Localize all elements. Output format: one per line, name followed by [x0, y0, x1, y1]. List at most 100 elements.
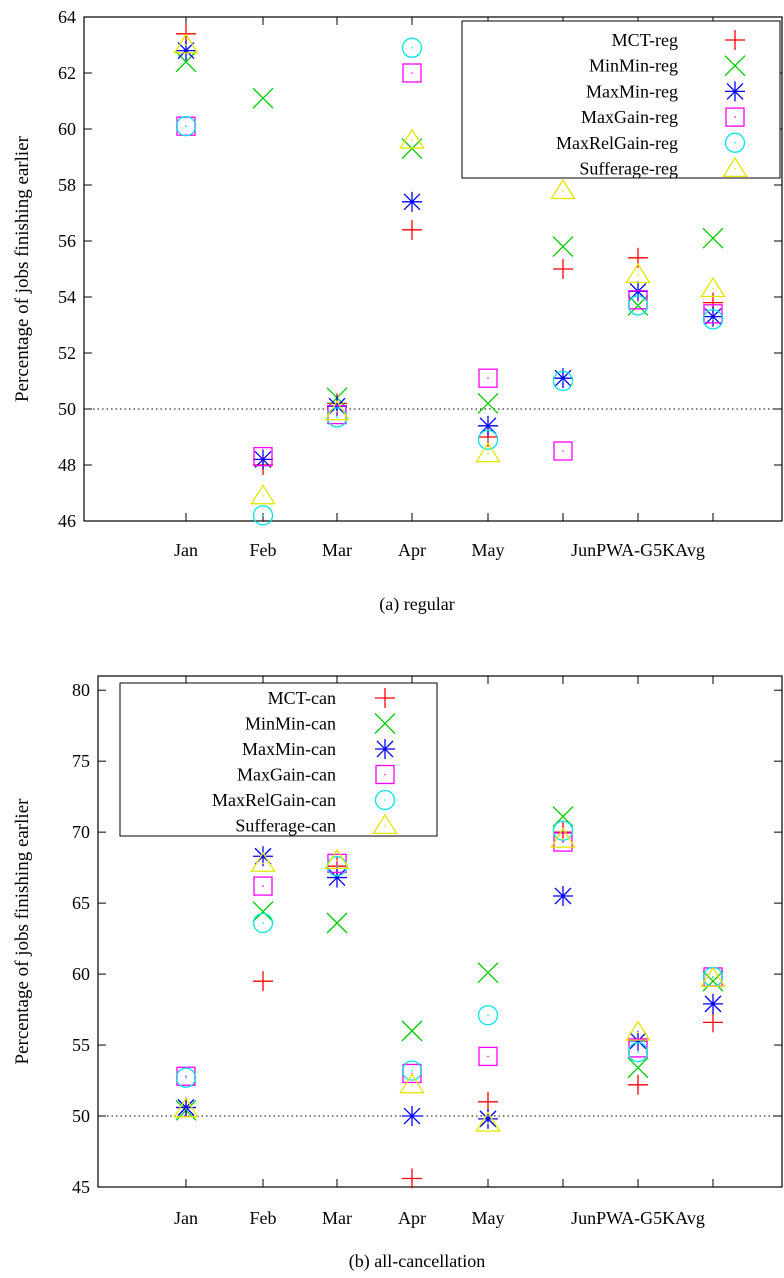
- x-tick-label: Jan: [174, 1208, 198, 1228]
- point-Sufferage-reg-Mar: [324, 400, 350, 421]
- point-MaxMin-can-May: [478, 1108, 498, 1129]
- y-tick-label: 52: [58, 343, 76, 363]
- point-MCT-can-Feb: [253, 971, 273, 992]
- point-MaxGain-reg-Avg: [703, 304, 723, 324]
- x-tick-label: Feb: [250, 1208, 277, 1228]
- x-tick-label: Jan: [174, 540, 198, 560]
- point-MaxGain-reg-Feb: [253, 446, 273, 467]
- legend-label: MaxGain-reg: [581, 107, 678, 127]
- point-MaxRelGain-reg-Jan: [175, 116, 197, 137]
- legend-marker-Sufferage-can: [372, 813, 398, 835]
- series-Sufferage-can: [173, 827, 726, 1132]
- point-MaxRelGain-can-Feb: [252, 912, 274, 934]
- point-MinMin-can-Mar: [326, 912, 348, 934]
- point-MaxMin-can-Jan: [176, 1097, 196, 1118]
- legend-label: MCT-reg: [612, 30, 678, 50]
- legend-label: MaxRelGain-reg: [556, 133, 678, 153]
- x-tick-label: Mar: [322, 540, 352, 560]
- point-MaxRelGain-can-Avg: [702, 966, 724, 988]
- point-Sufferage-reg-PWA-G5K: [625, 262, 651, 284]
- point-Sufferage-reg-Jan: [173, 33, 199, 54]
- point-MaxRelGain-can-PWA-G5K: [627, 1042, 649, 1063]
- point-MinMin-can-Feb: [252, 901, 274, 923]
- y-tick-label: 50: [72, 1106, 90, 1126]
- y-axis-label: Percentage of jobs finishing earlier: [12, 135, 33, 402]
- point-Sufferage-can-Jun: [550, 827, 576, 848]
- point-MaxGain-reg-May: [478, 368, 498, 388]
- y-tick-label: 58: [58, 175, 76, 195]
- point-MaxMin-can-Apr: [402, 1106, 422, 1127]
- y-tick-label: 70: [72, 822, 90, 842]
- point-MaxGain-reg-Apr: [402, 63, 422, 83]
- legend-marker-MCT-can: [375, 688, 395, 708]
- legend-marker-MaxGain-can: [375, 764, 395, 785]
- point-MinMin-reg-Avg: [702, 227, 724, 249]
- point-MaxGain-can-May: [478, 1046, 498, 1067]
- x-tick-label: JunPWA-G5KAvg: [571, 540, 705, 560]
- x-tick-label: May: [472, 540, 505, 560]
- x-tick-label: Apr: [398, 1208, 426, 1228]
- legend-label: MaxMin-reg: [586, 81, 678, 101]
- point-MaxRelGain-reg-Feb: [252, 505, 274, 526]
- point-MCT-can-PWA-G5K: [628, 1074, 648, 1095]
- point-MinMin-reg-Jun: [552, 236, 574, 258]
- legend-marker-MaxRelGain-can: [374, 789, 396, 811]
- legend-marker-MCT-reg: [725, 30, 745, 50]
- legend: MCT-reg MinMin-reg MaxMin-reg MaxGain-reg Ma…: [461, 20, 781, 179]
- point-MCT-reg-Apr: [402, 219, 422, 240]
- y-axis-label: Percentage of jobs finishing earlier: [12, 798, 33, 1065]
- legend-marker-MaxGain-reg: [725, 107, 745, 127]
- series-MaxMin-can: [176, 846, 723, 1129]
- point-MaxRelGain-reg-Apr: [401, 37, 423, 58]
- point-Sufferage-can-Mar: [324, 848, 350, 870]
- point-Sufferage-reg-Apr: [399, 128, 425, 149]
- legend-marker-MinMin-reg: [724, 55, 746, 77]
- point-MinMin-reg-May: [477, 392, 499, 414]
- plot-frame: [97, 675, 783, 1188]
- point-MCT-can-Apr: [402, 1168, 422, 1189]
- y-tick-label: 64: [58, 7, 76, 27]
- x-tick-label: JunPWA-G5KAvg: [571, 1208, 705, 1228]
- y-tick-label: 45: [72, 1177, 90, 1197]
- point-Sufferage-can-May: [475, 1111, 501, 1132]
- legend-label: Sufferage-can: [235, 816, 336, 836]
- point-MaxMin-reg-Feb: [253, 449, 273, 470]
- x-tick-label: May: [472, 1208, 505, 1228]
- legend-marker-MaxMin-reg: [725, 81, 745, 102]
- y-tick-label: 80: [72, 680, 90, 700]
- y-tick-label: 54: [58, 287, 76, 307]
- point-MaxRelGain-can-Apr: [401, 1060, 423, 1081]
- point-MaxRelGain-reg-Avg: [702, 309, 724, 330]
- series-MinMin-can: [175, 806, 724, 1121]
- point-Sufferage-reg-Avg: [700, 276, 726, 298]
- legend: MCT-can MinMin-can MaxMin-can MaxGain-can Ma…: [119, 682, 438, 837]
- point-Sufferage-reg-Jun: [550, 178, 576, 200]
- chart-all-cancellation: 45 50 55 60 65 70 75 80 Jan Feb Mar Apr May JunPWA-G5…: [12, 675, 783, 1272]
- point-MinMin-can-Apr: [401, 1020, 423, 1042]
- y-tick-label: 46: [58, 511, 76, 531]
- legend-label: MinMin-reg: [589, 56, 678, 76]
- point-MaxMin-can-Jun: [553, 886, 573, 907]
- point-MinMin-can-PWA-G5K: [627, 1057, 649, 1079]
- point-Sufferage-can-Apr: [399, 1073, 425, 1094]
- x-tick-label: Feb: [250, 540, 277, 560]
- legend-marker-Sufferage-reg: [722, 156, 748, 178]
- y-tick-label: 62: [58, 63, 76, 83]
- y-tick-label: 75: [72, 751, 90, 771]
- series-MaxRelGain-reg: [175, 37, 724, 526]
- legend-marker-MinMin-can: [374, 713, 396, 734]
- point-MaxGain-can-Feb: [253, 876, 273, 896]
- y-tick-label: 56: [58, 231, 76, 251]
- x-tick-label: Apr: [398, 540, 426, 560]
- legend-box: [461, 20, 781, 179]
- point-MinMin-reg-Jan: [175, 51, 197, 73]
- x-tick-label: Mar: [322, 1208, 352, 1228]
- point-Sufferage-can-PWA-G5K: [625, 1020, 651, 1041]
- point-Sufferage-reg-May: [475, 442, 501, 463]
- point-Sufferage-can-Feb: [250, 851, 276, 872]
- plot-frame: [83, 16, 783, 522]
- y-tick-label: 60: [72, 964, 90, 984]
- y-tick-label: 55: [72, 1035, 90, 1055]
- y-tick-label: 48: [58, 455, 76, 475]
